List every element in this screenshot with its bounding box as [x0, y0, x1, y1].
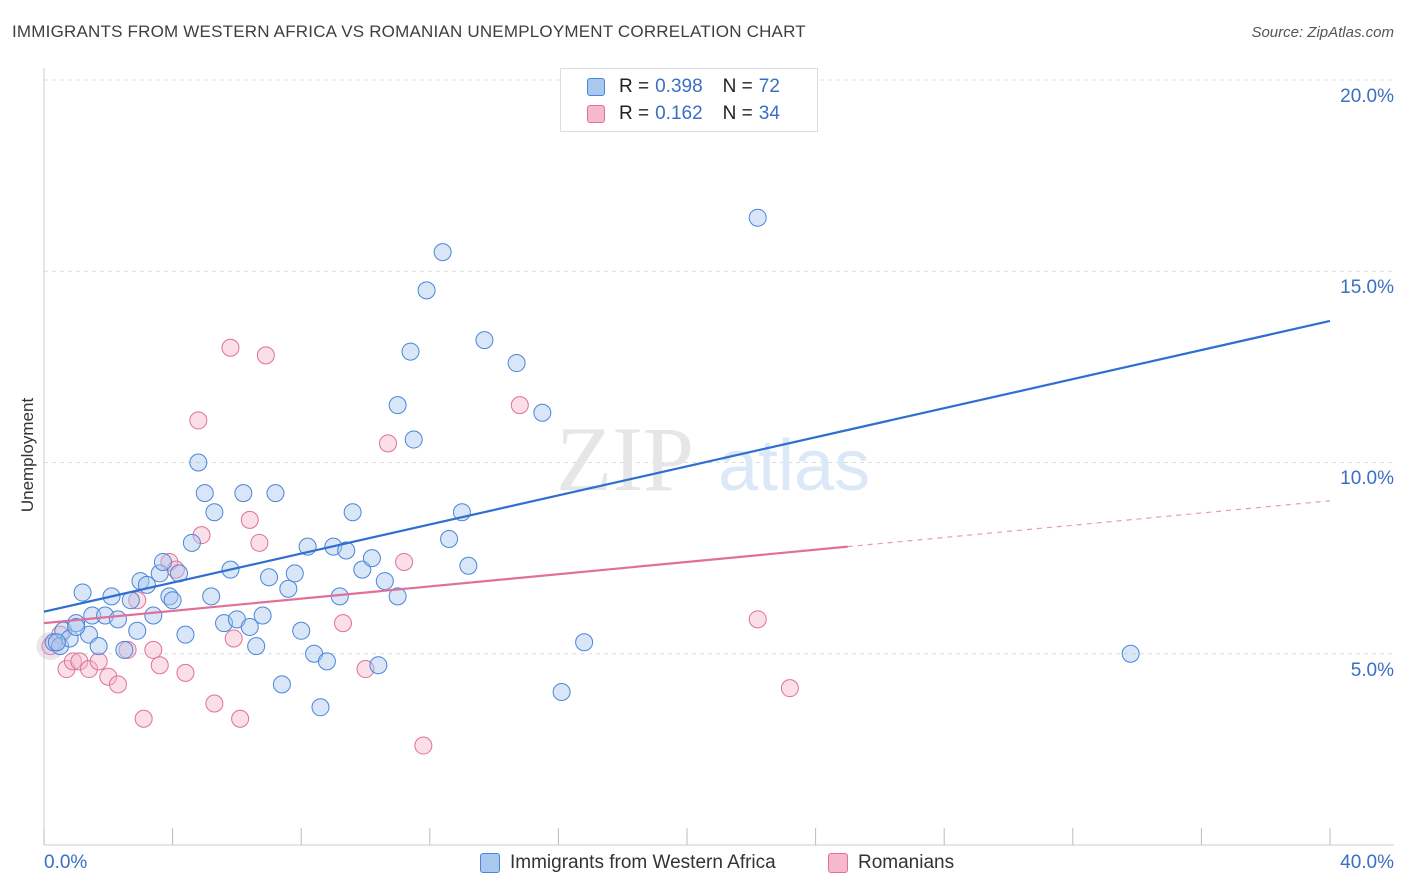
legend-swatch-pink	[587, 105, 605, 123]
romanians-point	[151, 657, 168, 674]
western-africa-point	[206, 504, 223, 521]
scatter-chart: ZIP atlas	[0, 0, 1406, 892]
bottom-legend-label: Romanians	[858, 852, 954, 874]
western-africa-point	[534, 404, 551, 421]
western-africa-point	[508, 355, 525, 372]
western-africa-point	[190, 454, 207, 471]
romanians-point	[781, 680, 798, 697]
western-africa-point	[109, 611, 126, 628]
western-africa-point	[261, 569, 278, 586]
western-africa-point	[460, 557, 477, 574]
western-africa-point	[280, 580, 297, 597]
western-africa-point	[293, 622, 310, 639]
romanians-point	[749, 611, 766, 628]
western-africa-point	[749, 209, 766, 226]
legend-n-label: N =	[723, 103, 753, 125]
romanians-point	[145, 641, 162, 658]
western-africa-trend-line	[44, 321, 1330, 612]
western-africa-point	[344, 504, 361, 521]
western-africa-point	[203, 588, 220, 605]
legend-r-label: R =	[619, 103, 649, 125]
western-africa-point	[129, 622, 146, 639]
western-africa-point	[248, 638, 265, 655]
romanians-point	[177, 664, 194, 681]
western-africa-point	[389, 397, 406, 414]
bottom-legend-western-africa: Immigrants from Western Africa	[480, 852, 776, 874]
watermark-zip: ZIP	[556, 408, 694, 510]
watermark-atlas: atlas	[718, 426, 870, 506]
legend-n-label: N =	[723, 76, 753, 98]
y-tick-10: 10.0%	[1340, 468, 1394, 490]
romanians-point	[334, 615, 351, 632]
western-africa-point	[235, 485, 252, 502]
western-africa-point	[312, 699, 329, 716]
western-africa-point	[318, 653, 335, 670]
legend-row-romanians: R = 0.162 N = 34	[587, 101, 780, 127]
western-africa-point	[434, 244, 451, 261]
legend-n-value: 72	[759, 76, 780, 98]
watermark: ZIP atlas	[556, 408, 870, 510]
romanians-point	[415, 737, 432, 754]
romanians-point	[206, 695, 223, 712]
romanians-point	[222, 339, 239, 356]
western-africa-point	[145, 607, 162, 624]
western-africa-point	[376, 573, 393, 590]
western-africa-point	[418, 282, 435, 299]
romanians-points	[36, 339, 798, 754]
western-africa-point	[196, 485, 213, 502]
romanians-point	[380, 435, 397, 452]
western-africa-point	[116, 641, 133, 658]
western-africa-point	[576, 634, 593, 651]
legend-r-label: R =	[619, 76, 649, 98]
romanians-point	[396, 553, 413, 570]
legend-n-value: 34	[759, 103, 780, 125]
legend-r-value: 0.398	[655, 76, 703, 98]
y-tick-20: 20.0%	[1340, 86, 1394, 108]
legend-row-western-africa: R = 0.398 N = 72	[587, 74, 780, 100]
romanians-point	[109, 676, 126, 693]
romanians-point	[90, 653, 107, 670]
western-africa-point	[74, 584, 91, 601]
western-africa-point	[177, 626, 194, 643]
romanians-trend-extension	[848, 501, 1330, 547]
western-africa-point	[90, 638, 107, 655]
legend-swatch-blue	[587, 78, 605, 96]
x-tick-max: 40.0%	[1340, 852, 1394, 874]
western-africa-point	[1122, 645, 1139, 662]
western-africa-point	[254, 607, 271, 624]
legend: R = 0.398 N = 72 R = 0.162 N = 34	[560, 68, 818, 132]
y-tick-5: 5.0%	[1351, 660, 1394, 682]
romanians-point	[190, 412, 207, 429]
bottom-legend-swatch-blue	[480, 853, 500, 873]
bottom-legend-romanians: Romanians	[828, 852, 954, 874]
bottom-legend-swatch-pink	[828, 853, 848, 873]
western-africa-point	[402, 343, 419, 360]
legend-r-value: 0.162	[655, 103, 703, 125]
western-africa-point	[286, 565, 303, 582]
romanians-point	[257, 347, 274, 364]
western-africa-point	[370, 657, 387, 674]
western-africa-point	[273, 676, 290, 693]
bottom-legend-label: Immigrants from Western Africa	[510, 852, 776, 874]
romanians-point	[241, 511, 258, 528]
romanians-point	[232, 710, 249, 727]
romanians-point	[511, 397, 528, 414]
western-africa-point	[476, 332, 493, 349]
western-africa-point	[48, 634, 65, 651]
western-africa-point	[405, 431, 422, 448]
western-africa-point	[363, 550, 380, 567]
romanians-point	[225, 630, 242, 647]
romanians-point	[251, 534, 268, 551]
grid-lines	[44, 80, 1394, 654]
western-africa-point	[164, 592, 181, 609]
western-africa-point	[267, 485, 284, 502]
western-africa-point	[441, 531, 458, 548]
romanians-point	[135, 710, 152, 727]
western-africa-point	[553, 684, 570, 701]
western-africa-point	[183, 534, 200, 551]
y-tick-15: 15.0%	[1340, 277, 1394, 299]
western-africa-point	[154, 553, 171, 570]
x-tick-min: 0.0%	[44, 852, 87, 874]
